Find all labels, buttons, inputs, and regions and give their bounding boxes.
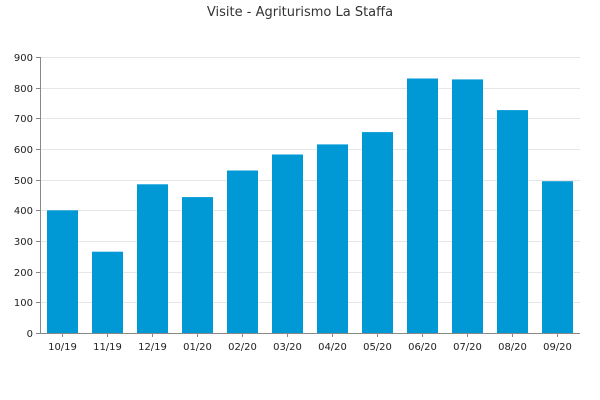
bar [407, 78, 438, 333]
bar [317, 144, 348, 333]
chart-title: Visite - Agriturismo La Staffa [207, 5, 393, 20]
bar [497, 110, 528, 333]
x-tick-label: 01/20 [183, 342, 212, 353]
gridlines [40, 57, 580, 303]
bar [182, 197, 213, 333]
x-tick-label: 07/20 [453, 342, 482, 353]
x-tick-label: 08/20 [498, 342, 527, 353]
bar [272, 154, 303, 333]
y-tick-label: 500 [14, 176, 33, 187]
y-tick-label: 300 [14, 237, 33, 248]
bar [227, 170, 258, 333]
y-tick-label: 0 [27, 329, 33, 340]
bar [362, 132, 393, 333]
y-tick-label: 700 [14, 114, 33, 125]
y-tick-label: 600 [14, 145, 33, 156]
y-tick-label: 400 [14, 206, 33, 217]
x-tick-label: 05/20 [363, 342, 392, 353]
x-tick-label: 06/20 [408, 342, 437, 353]
y-tick-label: 100 [14, 298, 33, 309]
x-tick-label: 10/19 [48, 342, 77, 353]
bar [47, 210, 78, 333]
x-tick-label: 12/19 [138, 342, 167, 353]
y-tick-label: 200 [14, 268, 33, 279]
x-tick-label: 03/20 [273, 342, 302, 353]
x-tick-label: 11/19 [93, 342, 122, 353]
x-tick-label: 04/20 [318, 342, 347, 353]
x-axis-ticks: 10/19 11/19 12/19 01/20 02/20 03/20 04/20 05/20… [48, 333, 572, 353]
bar [452, 79, 483, 334]
bars [47, 78, 573, 334]
x-tick-label: 09/20 [543, 342, 572, 353]
bar [92, 251, 123, 333]
bar [137, 184, 168, 333]
y-axis-ticks: 0 100 200 300 400 500 600 700 800 900 [14, 53, 40, 340]
bar [542, 181, 573, 333]
y-tick-label: 900 [14, 53, 33, 64]
y-tick-label: 800 [14, 84, 33, 95]
x-tick-label: 02/20 [228, 342, 257, 353]
axes [40, 57, 580, 334]
